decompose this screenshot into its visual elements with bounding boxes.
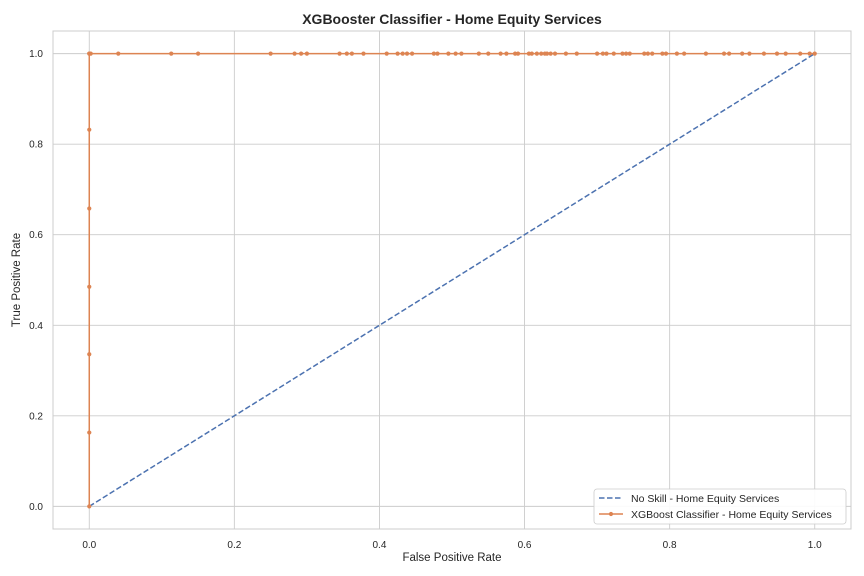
y-tick-label: 0.6 (29, 230, 43, 241)
data-point (552, 51, 558, 56)
data-point (431, 51, 436, 56)
y-tick-label: 0.8 (29, 140, 43, 151)
data-point (807, 51, 812, 56)
data-point (435, 51, 440, 56)
x-tick-label: 0.0 (82, 540, 96, 551)
data-point (486, 51, 491, 56)
data-point (627, 51, 632, 56)
legend-label-xgboost: XGBoost Classifier - Home Equity Service… (631, 509, 832, 521)
data-point (87, 127, 92, 132)
data-point (87, 504, 92, 509)
legend-box (593, 488, 847, 525)
data-point (611, 51, 616, 56)
data-point (620, 51, 625, 56)
data-point (504, 51, 509, 56)
data-point (703, 51, 709, 56)
data-point (268, 51, 273, 56)
data-point (548, 51, 553, 56)
data-point (563, 51, 568, 56)
series-xgboost (87, 51, 817, 509)
series-line-no-skill (88, 53, 816, 507)
data-point (740, 51, 745, 56)
data-point (384, 51, 389, 56)
data-point (600, 51, 605, 56)
x-axis-label: False Positive Rate (402, 552, 501, 564)
data-point (87, 352, 92, 357)
y-tick-label: 0.0 (29, 502, 43, 513)
data-point (721, 51, 727, 56)
data-point (344, 51, 349, 56)
data-point (395, 51, 400, 56)
data-point (169, 51, 174, 56)
data-point (513, 51, 518, 56)
data-point (660, 51, 665, 56)
data-point (663, 51, 669, 56)
data-point (116, 51, 121, 56)
data-point (594, 51, 600, 56)
data-point (446, 51, 451, 56)
legend: No Skill - Home Equity Services XGBoost C… (593, 488, 847, 525)
data-point (410, 51, 415, 56)
chart-title: XGBooster Classifier - Home Equity Servi… (302, 11, 602, 27)
data-point (674, 51, 679, 56)
data-point (349, 51, 354, 56)
data-point (459, 51, 464, 56)
data-point (453, 51, 458, 56)
data-point (682, 51, 687, 56)
y-axis-label: True Positive Rate (11, 233, 23, 327)
data-point (574, 51, 579, 56)
data-point (515, 51, 521, 56)
x-tick-label: 0.2 (227, 540, 241, 551)
data-point (774, 51, 780, 56)
data-point (534, 51, 539, 56)
data-point (304, 51, 310, 56)
data-point (645, 51, 650, 56)
data-point (539, 51, 544, 56)
x-tick-labels: 0.0 0.2 0.4 0.6 0.8 1.0 (82, 540, 822, 551)
legend-marker-xgboost (608, 511, 614, 517)
data-point (798, 51, 803, 56)
x-tick-label: 0.6 (518, 540, 532, 551)
data-point (337, 51, 342, 56)
x-tick-label: 0.8 (663, 540, 677, 551)
data-point (727, 51, 732, 56)
series-line-xgboost (88, 52, 815, 507)
data-point (604, 51, 609, 56)
y-tick-labels: 0.0 0.2 0.4 0.6 0.8 1.0 (29, 49, 43, 513)
legend-label-no-skill: No Skill - Home Equity Services (631, 493, 779, 505)
series-no-skill (88, 53, 816, 507)
data-point (783, 51, 788, 56)
data-point (761, 51, 767, 56)
data-point (195, 51, 201, 56)
data-point (87, 430, 92, 435)
data-point (400, 51, 405, 56)
y-tick-label: 0.2 (29, 411, 43, 422)
data-point (642, 51, 647, 56)
data-point (87, 206, 92, 211)
data-point (526, 51, 531, 56)
x-tick-label: 1.0 (808, 540, 822, 551)
data-point (544, 51, 550, 56)
data-point (529, 51, 534, 56)
data-point (650, 51, 655, 56)
data-point (299, 51, 304, 56)
data-point (88, 51, 93, 56)
y-tick-label: 1.0 (29, 49, 43, 60)
x-tick-label: 0.4 (373, 540, 387, 551)
data-point (812, 51, 817, 56)
grid (53, 31, 851, 529)
data-point (404, 51, 410, 56)
series-layer (87, 51, 817, 509)
data-point (87, 284, 92, 289)
data-point (747, 51, 752, 56)
data-point (476, 51, 481, 56)
data-point (498, 51, 503, 56)
data-point (292, 51, 297, 56)
data-point (624, 51, 629, 56)
y-tick-label: 0.4 (29, 321, 43, 332)
data-point (361, 51, 366, 56)
